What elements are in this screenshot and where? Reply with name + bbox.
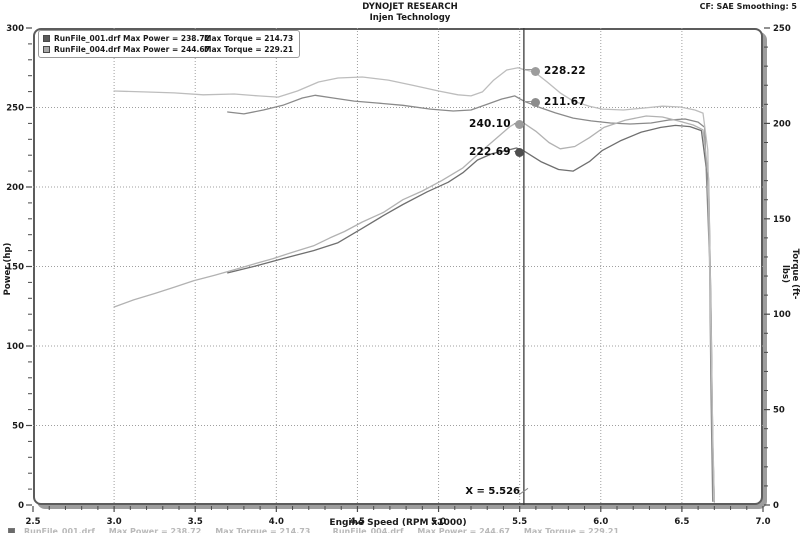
bottom-cutoff-text: RunFile_001.drf Max Power = 238.72 Max T… bbox=[24, 527, 620, 533]
run1-file-power-label: RunFile_001.drf Max Power = 238.72 bbox=[54, 34, 210, 43]
right-tick-label: 50 bbox=[773, 406, 785, 416]
curve-runfile_004-torque bbox=[113, 67, 715, 502]
left-axis-title: Power (hp) bbox=[3, 242, 13, 296]
marker-dot-icon bbox=[514, 119, 524, 129]
right-tick-label: 250 bbox=[773, 24, 791, 34]
callout-stub-228 bbox=[524, 69, 537, 70]
cursor-x-readout: X = 5.526 bbox=[465, 486, 520, 497]
x-tick-label: 2.5 bbox=[25, 517, 40, 527]
curve-runfile_001-power bbox=[227, 124, 715, 503]
left-tick-label: 300 bbox=[6, 24, 24, 34]
right-axis-title: Torque (ft-lbs) bbox=[780, 248, 800, 300]
marker-dot-icon bbox=[531, 66, 540, 76]
marker-dot-icon bbox=[514, 147, 524, 157]
right-tick-label: 200 bbox=[773, 119, 791, 129]
x-tick-label: 5.0 bbox=[431, 517, 446, 527]
callout-value: 222.69 bbox=[469, 146, 511, 158]
run4-file-power-label: RunFile_004.drf Max Power = 244.67 bbox=[54, 45, 210, 54]
callout-run1-torque: 211.67 bbox=[531, 96, 586, 108]
marker-dot-icon bbox=[531, 97, 540, 107]
run1-torque-label: Max Torque = 214.73 bbox=[204, 34, 294, 43]
x-tick-label: 7.0 bbox=[755, 517, 770, 527]
right-tick-label: 150 bbox=[773, 215, 791, 225]
callout-run4-power: 240.10 bbox=[469, 118, 524, 130]
x-tick-label: 6.5 bbox=[674, 517, 689, 527]
x-tick-label: 3.5 bbox=[188, 517, 203, 527]
callout-run1-power: 222.69 bbox=[469, 146, 524, 158]
callout-value: 240.10 bbox=[469, 118, 511, 130]
callout-value: 211.67 bbox=[544, 96, 586, 108]
right-tick-label: 100 bbox=[773, 310, 791, 320]
bottom-cutoff-legend: RunFile_001.drf Max Power = 238.72 Max T… bbox=[8, 527, 798, 533]
curve-runfile_001-torque bbox=[227, 94, 714, 502]
legend-row-run4: RunFile_004.drf Max Power = 244.67 Max T… bbox=[43, 44, 293, 55]
correction-smoothing-label: CF: SAE Smoothing: 5 bbox=[699, 2, 797, 11]
page-subtitle: Injen Technology bbox=[369, 13, 451, 23]
x-tick-label: 6.0 bbox=[593, 517, 608, 527]
left-tick-label: 100 bbox=[6, 342, 24, 352]
page-title: DYNOJET RESEARCH bbox=[362, 2, 458, 12]
run1-swatch-icon bbox=[43, 35, 50, 42]
run4-swatch-icon bbox=[43, 46, 50, 53]
x-tick-label: 4.5 bbox=[350, 517, 365, 527]
legend: RunFile_001.drf Max Power = 238.72 Max T… bbox=[38, 30, 301, 58]
left-tick-label: 250 bbox=[6, 104, 24, 114]
bottom-swatch-icon bbox=[8, 528, 15, 533]
x-tick-label: 3.0 bbox=[107, 517, 122, 527]
left-tick-label: 200 bbox=[6, 183, 24, 193]
run4-torque-label: Max Torque = 229.21 bbox=[204, 45, 294, 54]
callout-run4-torque: 228.22 bbox=[531, 65, 586, 77]
x-tick-label: 4.0 bbox=[269, 517, 284, 527]
left-tick-label: 50 bbox=[12, 422, 24, 432]
curve-runfile_004-power bbox=[113, 115, 715, 501]
left-tick-label: 0 bbox=[18, 501, 24, 511]
left-tick-label: 150 bbox=[6, 263, 24, 273]
x-tick-label: 5.5 bbox=[512, 517, 527, 527]
legend-row-run1: RunFile_001.drf Max Power = 238.72 Max T… bbox=[43, 33, 293, 44]
right-tick-label: 0 bbox=[773, 501, 779, 511]
callout-value: 228.22 bbox=[544, 65, 586, 77]
x-axis-title: Engine Speed (RPM x1000) bbox=[329, 518, 467, 528]
callout-stub-211 bbox=[524, 101, 537, 102]
